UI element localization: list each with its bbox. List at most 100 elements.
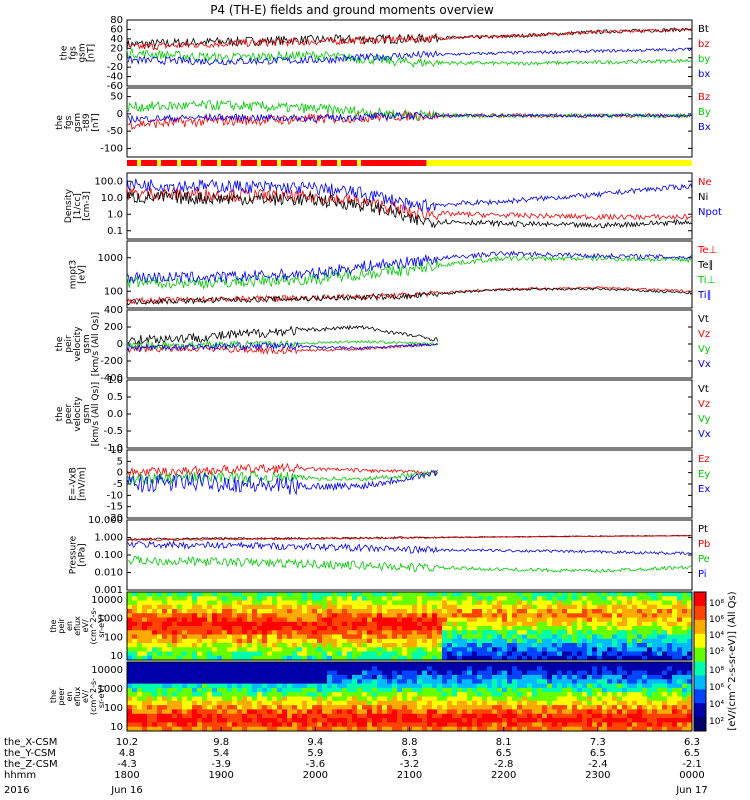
spectrogram-cell xyxy=(402,647,408,653)
ytick-label: 80 xyxy=(110,15,123,26)
spectrogram-cell xyxy=(452,596,458,602)
panel-frame-fgs_gsm_t89 xyxy=(126,87,693,158)
spectrogram-cell xyxy=(367,705,373,710)
spectrogram-cell xyxy=(667,621,673,627)
spectrogram-cell xyxy=(302,634,308,640)
chart-title: P4 (TH-E) fields and ground moments over… xyxy=(210,3,494,17)
spectrogram-cell xyxy=(472,600,478,606)
spectrogram-cell xyxy=(412,726,418,732)
spectrogram-cell xyxy=(677,687,683,693)
spectrogram-cell xyxy=(157,651,163,657)
spectrogram-cell xyxy=(512,718,518,723)
ylabel-group: the fgs gsm [nT] xyxy=(60,43,97,62)
spectrogram-cell xyxy=(247,613,253,619)
spectrogram-cell xyxy=(327,638,333,644)
spectrogram-cell xyxy=(312,621,318,627)
spectrogram-cell xyxy=(222,709,228,715)
spectrogram-cell xyxy=(357,651,363,657)
spectrogram-cell xyxy=(517,726,523,732)
spectrogram-cell xyxy=(282,662,288,667)
spectrogram-cell xyxy=(162,692,168,697)
spectrogram-cell xyxy=(397,713,403,719)
spectrogram-cell xyxy=(432,621,438,627)
spectrogram-cell xyxy=(547,617,553,623)
spectrogram-cell xyxy=(282,722,288,728)
spectrogram-cell xyxy=(367,674,373,680)
spectrogram-cell xyxy=(217,638,223,644)
spectrogram-cell xyxy=(212,600,218,606)
spectrogram-cell xyxy=(602,662,608,667)
spectrogram-cell xyxy=(562,638,568,644)
spectrogram-cell xyxy=(352,674,358,680)
spectrogram-cell xyxy=(297,634,303,640)
spectrogram-cell xyxy=(682,613,688,619)
spectrogram-cell xyxy=(302,638,308,644)
spectrogram-cell xyxy=(672,621,678,627)
spectrogram-cell xyxy=(452,705,458,710)
spectrogram-cell xyxy=(667,655,673,661)
spectrogram-cell xyxy=(612,700,618,706)
spectrogram-cell xyxy=(207,647,213,653)
spectrogram-cell xyxy=(422,613,428,619)
spectrogram-cell xyxy=(407,634,413,640)
spectrogram-cell xyxy=(612,643,618,648)
spectrogram-cell xyxy=(147,655,153,661)
spectrogram-cell xyxy=(352,692,358,697)
spectrogram-cell xyxy=(367,718,373,723)
spectrogram-cell xyxy=(502,674,508,680)
spectrogram-cell xyxy=(542,613,548,619)
spectrogram-cell xyxy=(662,634,668,640)
spectrogram-cell xyxy=(522,613,528,619)
spectrogram-cell xyxy=(642,687,648,693)
spectrogram-cell xyxy=(492,679,498,685)
spectrogram-cell xyxy=(577,713,583,719)
spectrogram-cell xyxy=(182,662,188,667)
spectrogram-cell xyxy=(377,692,383,697)
spectrogram-cell xyxy=(237,651,243,657)
spectrogram-cell xyxy=(667,662,673,667)
spectrogram-cell xyxy=(157,662,163,667)
spectrogram-cell xyxy=(147,638,153,644)
spectrogram-cell xyxy=(267,666,273,672)
spectrogram-cell xyxy=(172,621,178,627)
spectrogram-cell xyxy=(682,696,688,702)
spectrogram-cell xyxy=(677,613,683,619)
spectrogram-cell xyxy=(607,655,613,661)
spectrogram-cell xyxy=(577,662,583,667)
spectrogram-cell xyxy=(522,666,528,672)
spectrogram-cell xyxy=(182,634,188,640)
spectrogram-cell xyxy=(382,726,388,732)
spectrogram-cell xyxy=(672,696,678,702)
spectrogram-cell xyxy=(132,609,138,614)
spectrogram-cell xyxy=(127,626,133,631)
spectrogram-cell xyxy=(372,621,378,627)
spectrogram-cell xyxy=(612,709,618,715)
ephemeris-value: 2300 xyxy=(585,770,610,781)
spectrogram-cell xyxy=(177,609,183,614)
spectrogram-cell xyxy=(532,596,538,602)
spectrogram-cell xyxy=(447,621,453,627)
spectrogram-cell xyxy=(487,679,493,685)
ylabel-line: the xyxy=(55,406,65,421)
spectrogram-cell xyxy=(377,613,383,619)
spectrogram-cell xyxy=(507,713,513,719)
spectrogram-cell xyxy=(227,683,233,689)
spectrogram-cell xyxy=(292,692,298,697)
spectrogram-cell xyxy=(202,722,208,728)
spectrogram-cell xyxy=(267,626,273,631)
ylabel-line: [nT] xyxy=(91,113,101,131)
spectrogram-cell xyxy=(507,662,513,667)
spectrogram-cell xyxy=(197,679,203,685)
spectrogram-cell xyxy=(187,700,193,706)
spectrogram-cell xyxy=(187,613,193,619)
spectrogram-cell xyxy=(252,713,258,719)
spectrogram-cell xyxy=(232,626,238,631)
spectrogram-cell xyxy=(662,621,668,627)
spectrogram-cell xyxy=(517,655,523,661)
spectrogram-cell xyxy=(182,670,188,676)
spectrogram-cell xyxy=(487,683,493,689)
spectrogram-cell xyxy=(387,592,393,597)
spectrogram-cell xyxy=(362,692,368,697)
spectrogram-cell xyxy=(407,666,413,672)
ytick-label: 10 xyxy=(110,722,123,733)
